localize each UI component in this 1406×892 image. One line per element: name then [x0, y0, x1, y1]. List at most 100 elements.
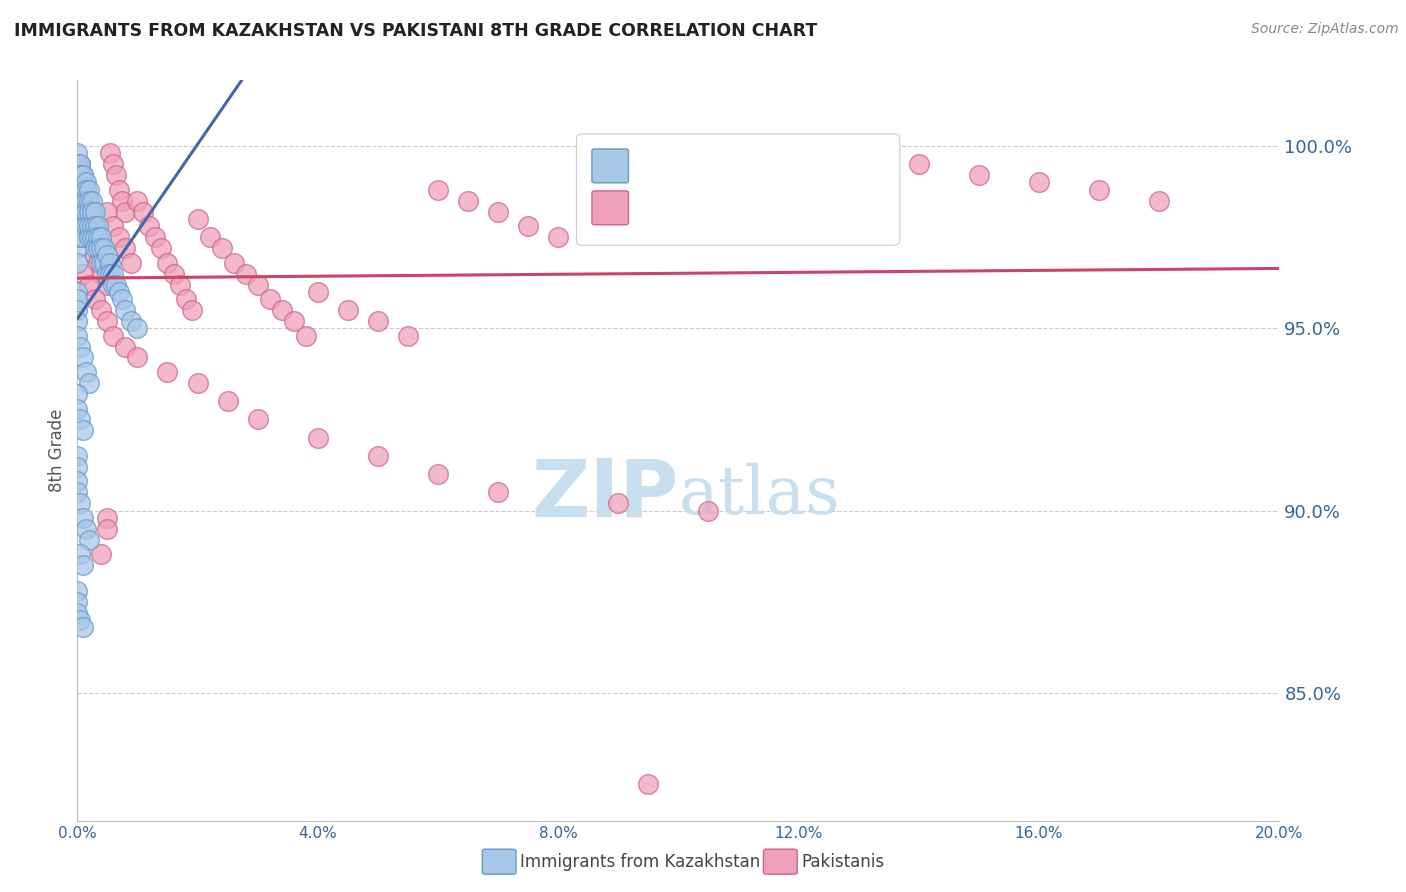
Point — [66, 328, 89, 343]
Point — [72, 620, 94, 634]
Point — [66, 157, 89, 171]
Point — [114, 204, 136, 219]
Point — [145, 230, 167, 244]
Text: Pakistanis: Pakistanis — [801, 853, 884, 871]
Point — [96, 248, 118, 262]
Point — [79, 204, 101, 219]
Point — [294, 328, 316, 343]
Point — [75, 365, 97, 379]
Point — [607, 168, 630, 182]
Point — [69, 548, 91, 562]
Point — [93, 255, 115, 269]
Point — [79, 194, 101, 208]
Point — [87, 219, 110, 234]
Point — [103, 267, 125, 281]
Point — [69, 168, 91, 182]
Point — [72, 230, 94, 244]
Point — [90, 267, 112, 281]
Point — [547, 230, 569, 244]
Point — [66, 241, 89, 255]
Point — [75, 522, 97, 536]
Point — [87, 241, 110, 255]
Point — [186, 211, 209, 226]
Point — [66, 146, 89, 161]
Point — [90, 241, 112, 255]
Point — [82, 204, 104, 219]
Point — [637, 777, 659, 791]
Point — [108, 183, 131, 197]
Point — [1149, 194, 1171, 208]
Point — [90, 241, 112, 255]
Point — [69, 219, 91, 234]
Point — [79, 376, 101, 390]
Point — [75, 194, 97, 208]
Point — [114, 303, 136, 318]
Point — [84, 248, 107, 262]
Point — [69, 157, 91, 171]
Point — [66, 168, 89, 182]
Point — [84, 230, 107, 244]
Point — [66, 595, 89, 609]
Text: Immigrants from Kazakhstan: Immigrants from Kazakhstan — [520, 853, 761, 871]
Point — [90, 303, 112, 318]
Point — [66, 314, 89, 328]
Point — [111, 194, 134, 208]
Point — [72, 194, 94, 208]
Point — [108, 285, 131, 299]
Point — [96, 267, 118, 281]
Point — [72, 219, 94, 234]
Point — [90, 255, 112, 269]
Point — [222, 255, 245, 269]
Point — [69, 194, 91, 208]
Point — [72, 183, 94, 197]
Point — [84, 219, 107, 234]
Point — [174, 292, 197, 306]
Point — [96, 267, 118, 281]
Y-axis label: 8th Grade: 8th Grade — [48, 409, 66, 492]
Point — [517, 219, 540, 234]
Point — [72, 204, 94, 219]
Point — [69, 230, 91, 244]
Point — [156, 255, 179, 269]
Point — [127, 351, 149, 365]
Point — [486, 204, 509, 219]
Point — [270, 303, 292, 318]
Point — [100, 255, 122, 269]
Point — [283, 314, 305, 328]
Text: ZIP: ZIP — [531, 456, 679, 534]
Point — [103, 328, 125, 343]
Point — [72, 424, 94, 438]
Point — [908, 157, 931, 171]
Point — [114, 339, 136, 353]
Point — [66, 285, 89, 299]
Point — [607, 496, 630, 510]
Point — [66, 303, 89, 318]
Point — [211, 241, 233, 255]
Point — [66, 459, 89, 474]
Point — [180, 303, 202, 318]
Point — [336, 303, 359, 318]
Point — [87, 230, 110, 244]
Point — [697, 503, 720, 517]
Point — [114, 241, 136, 255]
Point — [79, 183, 101, 197]
Point — [100, 146, 122, 161]
Point — [66, 606, 89, 620]
Point — [127, 194, 149, 208]
Point — [79, 219, 101, 234]
Point — [79, 230, 101, 244]
Text: atlas: atlas — [679, 462, 839, 527]
Point — [72, 267, 94, 281]
Point — [246, 412, 269, 426]
Point — [96, 277, 118, 292]
Point — [79, 219, 101, 234]
Point — [69, 204, 91, 219]
Point — [82, 194, 104, 208]
Point — [156, 365, 179, 379]
Point — [69, 496, 91, 510]
Point — [1028, 175, 1050, 189]
Point — [246, 277, 269, 292]
Point — [132, 204, 155, 219]
Point — [967, 168, 990, 182]
Point — [87, 230, 110, 244]
